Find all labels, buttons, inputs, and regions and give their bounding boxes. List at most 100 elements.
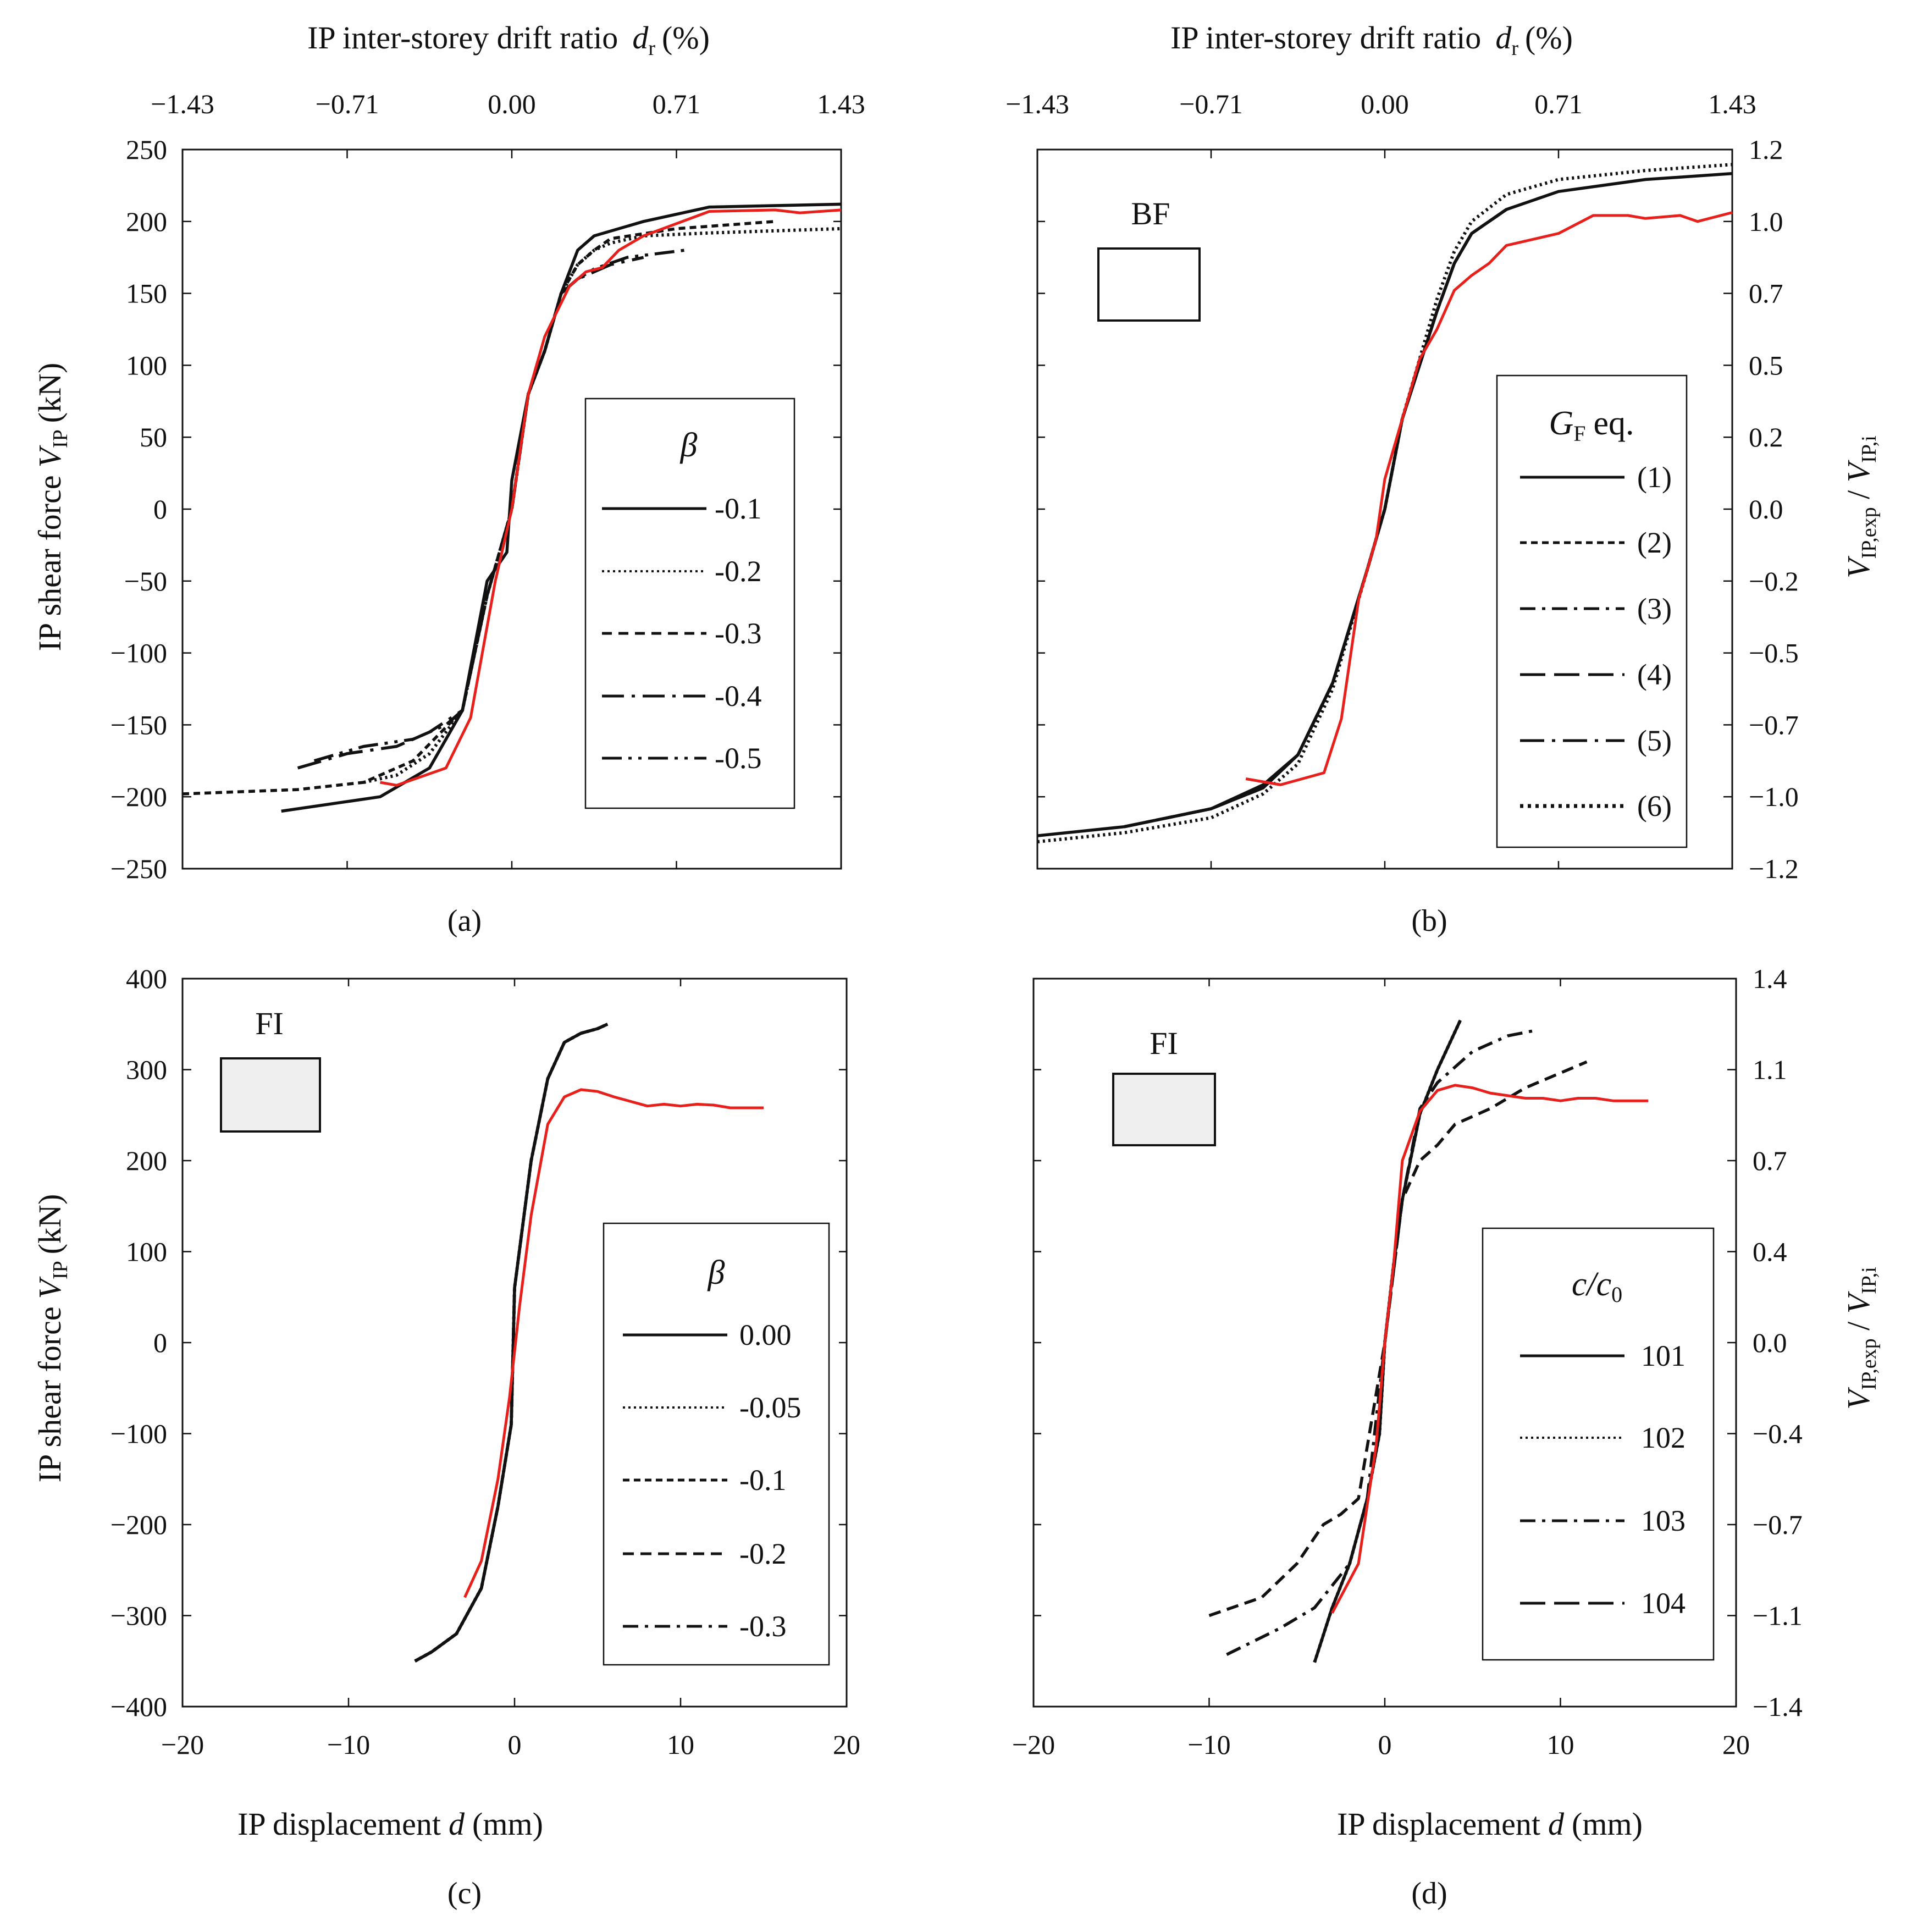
- y-tick-label: 300: [126, 1055, 167, 1085]
- y-tick-label: −200: [110, 1509, 167, 1540]
- panel-d-box-label: FI: [1150, 1025, 1178, 1061]
- x-tick-label: −10: [1187, 1729, 1230, 1760]
- panel-b-specimen-box: [1097, 247, 1201, 322]
- y-tick-label: −0.7: [1749, 709, 1799, 740]
- x-tick-label: 20: [1722, 1729, 1750, 1760]
- panel-b-series: [1037, 163, 1733, 843]
- y-tick-label: −1.0: [1749, 781, 1799, 812]
- panel-c-legend: β 0.00 -0.05 -0.1 -0.2 -0.3: [603, 1222, 830, 1666]
- panel-b-legend: GF eq. (1) (2) (3) (4) (5) (6): [1496, 374, 1688, 848]
- legend-title: β: [680, 427, 698, 464]
- series-102: [1313, 1019, 1462, 1663]
- y-tick-label: 250: [126, 134, 167, 165]
- legend-entry-2: (3): [1637, 592, 1672, 625]
- series-experimental: [1245, 211, 1733, 786]
- y-tick-label: −0.4: [1753, 1418, 1803, 1449]
- panel-d: FI c/c0 101 102 103 104 (d): [1032, 978, 1737, 1911]
- y-tick-label: −0.5: [1749, 638, 1799, 669]
- legend-box: [1496, 374, 1688, 848]
- panel-c-box-label: FI: [255, 1006, 284, 1041]
- x-tick-label: 0: [1378, 1729, 1392, 1760]
- legend-entry-3: -0.4: [715, 680, 761, 713]
- y-tick-label: 50: [140, 422, 167, 452]
- right-axis-title-top: VIP,exp / VIP,i: [1841, 435, 1881, 578]
- top-axis-title-right: IP inter-storey drift ratio dr (%): [1170, 20, 1573, 60]
- left-axis-title-top: IP shear forceVIP(kN): [32, 363, 72, 652]
- legend-entry-3: -0.2: [739, 1537, 786, 1570]
- y-tick-label: −250: [110, 853, 167, 884]
- top-axis-title-left: IP inter-storey drift ratio dr (%): [307, 20, 710, 60]
- panel-d-series: [1208, 1019, 1649, 1663]
- legend-entry-4: -0.3: [739, 1610, 786, 1643]
- legend-entry-3: (4): [1637, 658, 1672, 691]
- panel-b: BF GF eq. (1) (2) (3) (4) (5) (6) (b): [1036, 148, 1733, 938]
- panel-c-specimen-box: [220, 1057, 321, 1133]
- y-tick-label: −1.4: [1753, 1691, 1803, 1722]
- x-tick-label: 0.71: [1534, 89, 1583, 119]
- left-axis-title-bottom: IP shear forceVIP(kN): [32, 1194, 72, 1483]
- series-5: [1124, 208, 1507, 829]
- panel-c-series: [414, 1023, 764, 1663]
- y-tick-label: 1.4: [1753, 963, 1787, 994]
- panel-c-label: (c): [447, 1876, 482, 1911]
- legend-title: c/c0: [1572, 1266, 1622, 1307]
- series-6: [1037, 163, 1733, 843]
- y-tick-label: 0: [153, 494, 167, 525]
- legend-entry-1: -0.2: [715, 555, 761, 588]
- series-experimental: [379, 208, 842, 787]
- x-tick-label: 10: [667, 1729, 694, 1760]
- y-tick-label: −0.7: [1753, 1509, 1803, 1540]
- x-tick-label: −10: [327, 1729, 370, 1760]
- panel-b-label: (b): [1411, 904, 1447, 938]
- y-tick-label: 0.7: [1749, 278, 1783, 309]
- y-tick-label: 1.2: [1749, 134, 1783, 165]
- y-tick-label: 0.0: [1749, 494, 1783, 525]
- x-tick-label: −0.71: [1179, 89, 1243, 119]
- series-0.05: [414, 1023, 609, 1663]
- x-tick-label: −20: [1012, 1729, 1055, 1760]
- panel-a-label: (a): [447, 904, 482, 938]
- x-tick-label: −1.43: [1005, 89, 1069, 119]
- legend-entry-3: 104: [1641, 1587, 1686, 1620]
- x-tick-label: 20: [833, 1729, 860, 1760]
- panel-d-specimen-box: [1112, 1073, 1216, 1146]
- y-tick-label: 0.2: [1749, 422, 1783, 452]
- series-experimental: [463, 1088, 764, 1598]
- legend-entry-2: -0.3: [715, 617, 761, 650]
- y-tick-label: 100: [126, 350, 167, 380]
- y-tick-label: 0: [153, 1327, 167, 1358]
- y-tick-label: 1.0: [1749, 206, 1783, 237]
- legend-entry-0: 101: [1641, 1339, 1686, 1372]
- series-0.2: [414, 1023, 609, 1663]
- legend-entry-4: -0.5: [715, 742, 761, 775]
- y-tick-label: 400: [126, 963, 167, 994]
- y-tick-label: −100: [110, 1418, 167, 1449]
- y-tick-label: −300: [110, 1600, 167, 1631]
- y-tick-label: −50: [124, 566, 167, 597]
- y-tick-label: 0.7: [1753, 1145, 1787, 1176]
- legend-box: [584, 398, 795, 809]
- legend-entry-2: -0.1: [739, 1464, 786, 1497]
- series-0.3: [414, 1023, 609, 1663]
- y-tick-label: −1.2: [1749, 853, 1799, 884]
- x-tick-label: 0.00: [488, 89, 536, 119]
- panel-d-label: (d): [1411, 1876, 1447, 1911]
- y-tick-label: 0.0: [1753, 1327, 1787, 1358]
- x-tick-label: 0.00: [1361, 89, 1409, 119]
- y-tick-label: 0.4: [1753, 1237, 1787, 1267]
- y-tick-label: −150: [110, 709, 167, 740]
- y-tick-label: 200: [126, 206, 167, 237]
- x-tick-label: 1.43: [1708, 89, 1756, 119]
- x-tick-label: −1.43: [151, 89, 214, 119]
- series-104: [1208, 1060, 1588, 1618]
- y-tick-label: 150: [126, 278, 167, 309]
- panel-d-legend: c/c0 101 102 103 104: [1482, 1227, 1715, 1661]
- bottom-axis-title-right: IP displacement d (mm): [1337, 1806, 1643, 1842]
- legend-entry-4: (5): [1637, 724, 1672, 757]
- panel-a-series: [182, 202, 842, 813]
- y-tick-label: 100: [126, 1237, 167, 1267]
- x-tick-label: −20: [161, 1729, 204, 1760]
- y-tick-label: −0.2: [1749, 566, 1799, 597]
- legend-box: [603, 1222, 830, 1666]
